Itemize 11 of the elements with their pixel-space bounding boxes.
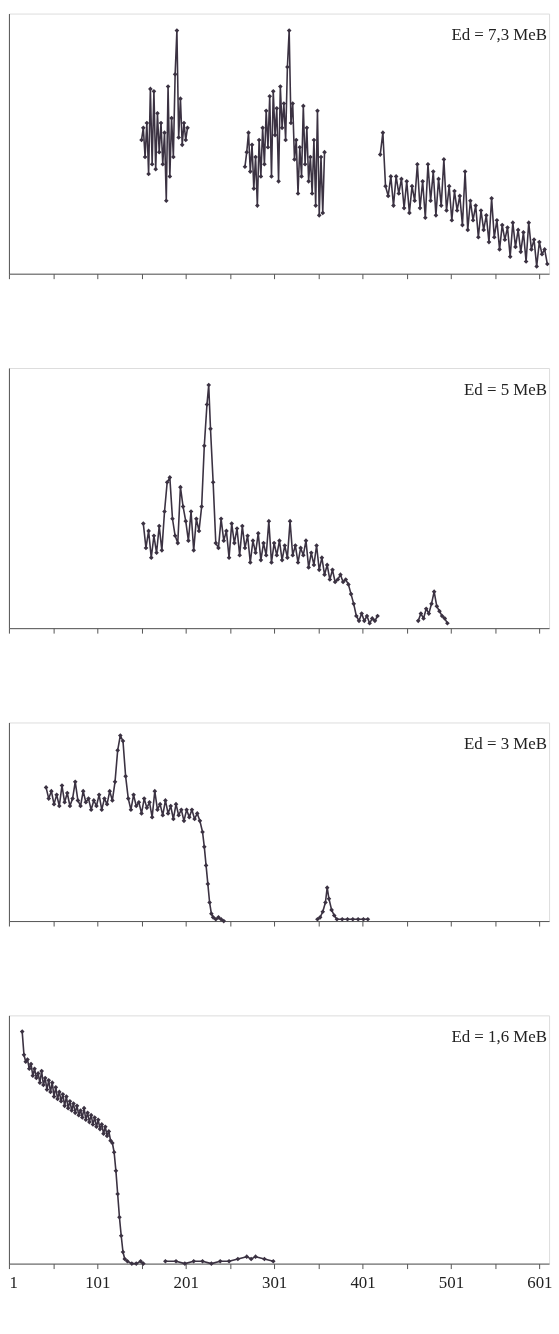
annotation: Ed = 7,3 MeB [451, 25, 548, 45]
annotation: Ed = 1,6 MeB [451, 1027, 548, 1047]
x-tick-label: 401 [350, 1272, 376, 1292]
x-tick-label: 601 [527, 1272, 553, 1292]
x-tick-label: 501 [438, 1272, 465, 1292]
annotation: Ed = 3 MeB [464, 734, 548, 754]
x-tick-label: 201 [173, 1272, 199, 1292]
x-tick-label: 301 [261, 1272, 288, 1292]
annotation: Ed = 5 MeB [464, 379, 548, 399]
x-tick-label: 101 [85, 1272, 111, 1292]
x-tick-label: 1 [9, 1272, 18, 1292]
